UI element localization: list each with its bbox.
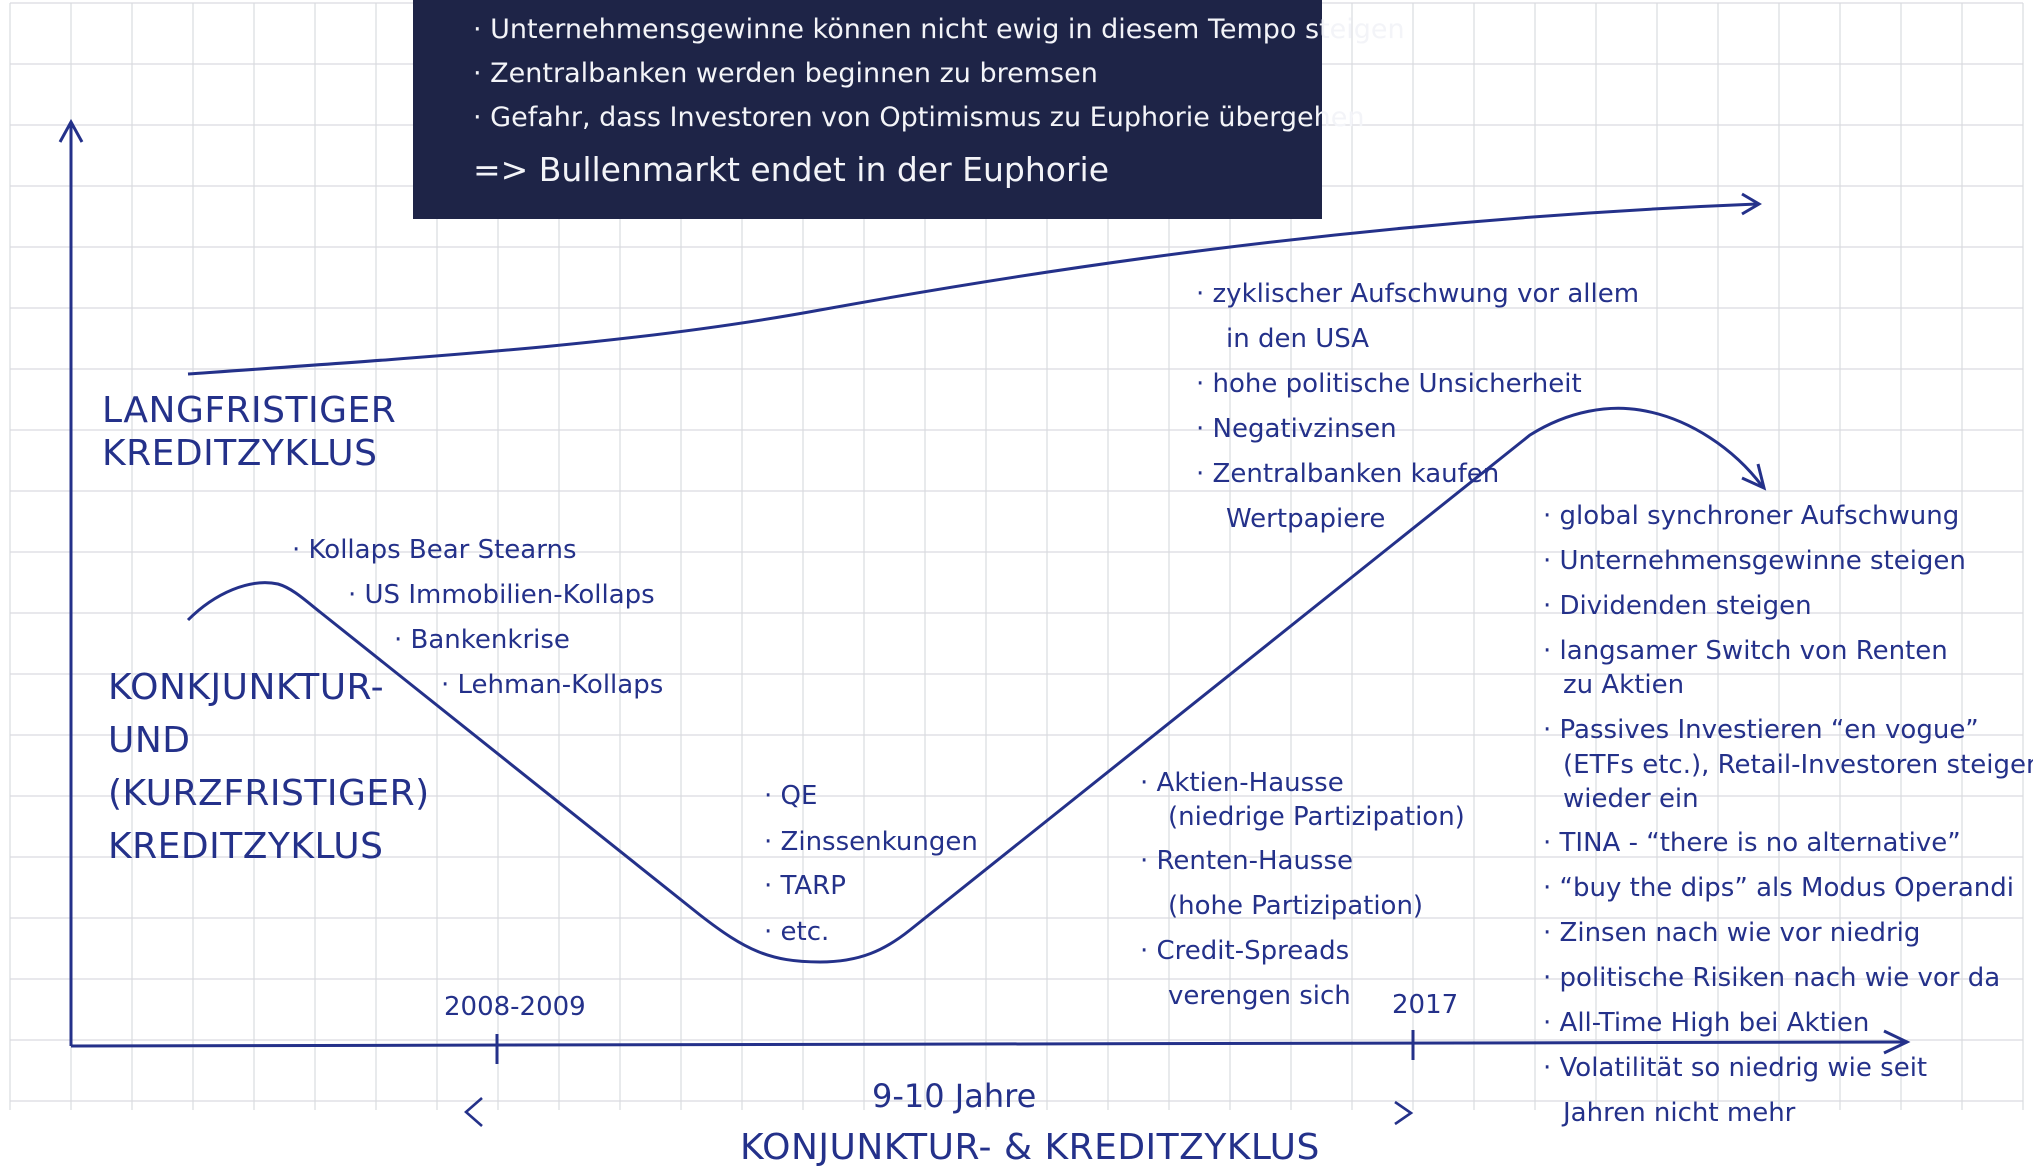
peak-note: wieder ein [1563, 784, 1699, 814]
outlook-box: · Unternehmensgewinne können nicht ewig … [413, 0, 1405, 219]
peak-note: · TINA - “there is no alternative” [1543, 828, 1961, 858]
upswing-note: Wertpapiere [1226, 504, 1386, 534]
peak-note: · Passives Investieren “en vogue” [1543, 715, 1979, 745]
peak-note: · “buy the dips” als Modus Operandi [1543, 873, 2014, 903]
peak-note: · global synchroner Aufschwung [1543, 501, 1960, 531]
recovery-note: (hohe Partizipation) [1168, 891, 1424, 921]
long-term-cycle-curve [187, 202, 1758, 376]
recovery-note: (niedrige Partizipation) [1168, 802, 1465, 832]
tick-label-end: 2017 [1392, 990, 1459, 1020]
crisis-note: · US Immobilien-Kollaps [348, 580, 655, 610]
peak-note: · politische Risiken nach wie vor da [1543, 963, 2001, 993]
short-cycle-label: UND [108, 720, 191, 761]
peak-note: (ETFs etc.), Retail-Investoren steigen [1563, 750, 2033, 780]
upswing-note: · hohe politische Unsicherheit [1196, 369, 1582, 399]
peak-note: · Volatilität so niedrig wie seit [1543, 1053, 1928, 1083]
outlook-conclusion: => Bullenmarkt endet in der Euphorie [473, 150, 1110, 189]
x-axis [70, 1040, 1906, 1048]
peak-note: Jahren nicht mehr [1563, 1098, 1796, 1128]
outlook-bullet: · Gefahr, dass Investoren von Optimismus… [473, 102, 1365, 133]
x-axis-title: KONJUNKTUR- & KREDITZYKLUS [740, 1127, 1320, 1168]
long-cycle-label: LANGFRISTIGER [102, 390, 397, 431]
upswing-note: · Zentralbanken kaufen [1196, 459, 1500, 489]
peak-note: · Dividenden steigen [1543, 591, 1812, 621]
policy-note: · QE [764, 781, 818, 811]
policy-note: · etc. [764, 917, 830, 947]
recovery-note: · Renten-Hausse [1140, 846, 1354, 876]
peak-note: · Unternehmensgewinne steigen [1543, 546, 1966, 576]
outlook-bullet: · Unternehmensgewinne können nicht ewig … [473, 14, 1405, 45]
peak-note: · All-Time High bei Aktien [1543, 1008, 1870, 1038]
business-cycle-arrowhead [1741, 463, 1767, 491]
long-term-cycle-arrowhead [1741, 192, 1762, 216]
crisis-note: · Lehman-Kollaps [441, 670, 664, 700]
upswing-note: · Negativzinsen [1196, 414, 1397, 444]
outlook-bullet: · Zentralbanken werden beginnen zu brems… [473, 58, 1098, 89]
business-cycle-curve [186, 406, 1764, 964]
peak-note: zu Aktien [1563, 670, 1685, 700]
duration-label: 9-10 Jahre [872, 1077, 1037, 1115]
upswing-note: in den USA [1226, 324, 1370, 354]
y-axis-arrowhead [58, 118, 84, 143]
range-bracket-left [464, 1097, 483, 1127]
range-bracket-right [1394, 1100, 1414, 1126]
crisis-note: · Bankenkrise [394, 625, 570, 655]
tick-label-start: 2008-2009 [444, 992, 586, 1022]
crisis-note: · Kollaps Bear Stearns [292, 535, 577, 565]
x-axis-arrowhead [1883, 1029, 1911, 1055]
peak-note: · langsamer Switch von Renten [1543, 636, 1948, 666]
short-cycle-label: KREDITZYKLUS [108, 826, 384, 867]
policy-note: · TARP [764, 871, 846, 901]
long-cycle-label: KREDITZYKLUS [102, 433, 378, 474]
policy-note: · Zinssenkungen [764, 827, 978, 857]
peak-note: · Zinsen nach wie vor niedrig [1543, 918, 1921, 948]
recovery-note: · Credit-Spreads [1140, 936, 1350, 966]
short-cycle-label: KONKJUNKTUR- [108, 667, 385, 708]
recovery-note: verengen sich [1168, 981, 1351, 1011]
short-cycle-label: (KURZFRISTIGER) [108, 773, 430, 814]
upswing-note: · zyklischer Aufschwung vor allem [1196, 279, 1640, 309]
recovery-note: · Aktien-Hausse [1140, 768, 1344, 798]
